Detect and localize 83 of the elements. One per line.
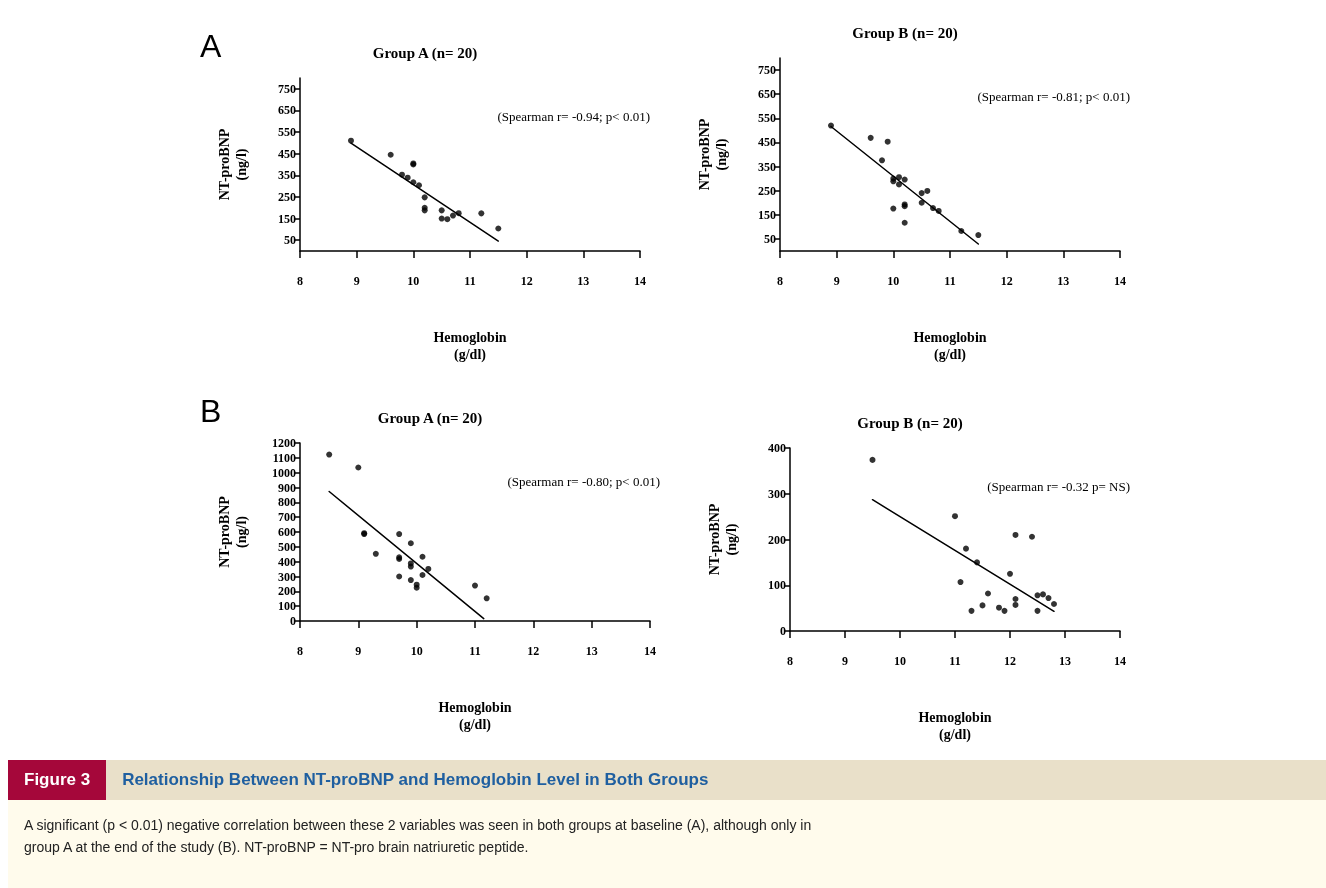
x-tick-label: 13 xyxy=(1059,654,1071,668)
y-tick-label: 800 xyxy=(278,495,296,510)
annotation: (Spearman r= -0.81; p< 0.01) xyxy=(977,89,1131,104)
y-tick-label: 50 xyxy=(284,233,296,248)
chart-title: Group B (n= 20) xyxy=(852,24,958,42)
x-tick-label: 14 xyxy=(634,274,646,288)
x-tick-label: 9 xyxy=(355,644,362,658)
x-tick-label: 10 xyxy=(410,644,423,658)
x-tick-label: 13 xyxy=(577,274,590,288)
y-tick-label: 200 xyxy=(278,584,296,599)
caption: Figure 3 xyxy=(8,760,107,800)
x-tick-label: 12 xyxy=(520,274,533,288)
x-tick-label: 14 xyxy=(1114,654,1126,668)
y-tick-label: 350 xyxy=(278,168,296,183)
chart-title: Group B (n= 20) xyxy=(857,414,963,432)
x-tick-label: 11 xyxy=(949,654,961,668)
x-tick-label: 8 xyxy=(297,644,303,658)
x-tick-label: 11 xyxy=(464,274,476,288)
y-tick-label: 100 xyxy=(278,599,296,614)
y-tick-label: 50 xyxy=(764,231,776,246)
x-tick-label: 14 xyxy=(644,644,656,658)
x-tick-label: 14 xyxy=(1114,274,1126,288)
chart-title: Group A (n= 20) xyxy=(377,409,483,427)
y-tick-label: 0 xyxy=(290,614,296,628)
y-tick-label: 550 xyxy=(278,125,296,140)
x-tick-label: 13 xyxy=(1057,274,1070,288)
y-tick-label: 150 xyxy=(758,207,776,222)
x-tick-label: 9 xyxy=(353,274,360,288)
x-tick-label: 10 xyxy=(407,274,420,288)
x-tick-label: 9 xyxy=(833,274,840,288)
y-tick-label: 450 xyxy=(278,146,296,161)
y-tick-label: 400 xyxy=(278,554,296,569)
x-tick-label: 12 xyxy=(527,644,540,658)
x-tick-label: 12 xyxy=(1000,274,1013,288)
y-tick-label: 100 xyxy=(768,578,786,593)
y-tick-label: 150 xyxy=(278,211,296,226)
y-tick-label: 650 xyxy=(758,87,776,102)
y-tick-label: 250 xyxy=(758,183,776,198)
y-tick-label: 350 xyxy=(758,159,776,174)
x-tick-label: 12 xyxy=(1004,654,1016,668)
y-tick-label: 650 xyxy=(278,103,296,118)
annotation: (Spearman r= -0.80; p< 0.01) xyxy=(507,474,661,489)
x-tick-label: 11 xyxy=(469,644,481,658)
y-tick-label: 750 xyxy=(758,63,776,78)
y-tick-label: 550 xyxy=(758,111,776,126)
y-axis-title: NT-proBNP (ng/l) xyxy=(697,118,730,191)
x-axis-title: Hemoglobin (g/dl) xyxy=(913,330,987,363)
x-tick-label: 10 xyxy=(894,654,906,668)
annotation: (Spearman r= -0.32 p= NS) xyxy=(987,479,1131,494)
y-tick-label: 450 xyxy=(758,135,776,150)
y-tick-label: 300 xyxy=(278,569,296,584)
y-axis-title: NT-proBNP (ng/l) xyxy=(707,503,740,576)
x-tick-label: 10 xyxy=(887,274,900,288)
x-tick-label: 9 xyxy=(842,654,848,668)
x-tick-label: 11 xyxy=(944,274,956,288)
y-tick-label: 750 xyxy=(278,81,296,96)
y-tick-label: 250 xyxy=(278,189,296,204)
y-tick-label: 0 xyxy=(780,624,786,638)
y-tick-label: 300 xyxy=(768,486,786,501)
chart-subtitle: A xyxy=(200,28,222,64)
text: Relationship Between NT-proBNP and Hemoglobin Level in Both Groups xyxy=(121,769,709,791)
y-tick-label: 1200 xyxy=(272,436,296,450)
x-axis-title: Hemoglobin (g/dl) xyxy=(438,700,512,733)
x-tick-label: 8 xyxy=(787,654,793,668)
x-tick-label: 8 xyxy=(777,274,783,288)
y-tick-label: 1100 xyxy=(272,450,296,465)
y-tick-label: 900 xyxy=(278,480,296,495)
y-tick-label: 600 xyxy=(278,525,296,539)
y-tick-label: 400 xyxy=(768,441,786,455)
y-tick-label: 700 xyxy=(278,510,296,525)
y-axis-title: NT-proBNP (ng/l) xyxy=(217,128,250,201)
y-axis-title: NT-proBNP (ng/l) xyxy=(217,495,250,568)
y-tick-label: 1000 xyxy=(272,465,296,480)
text: A significant (p < 0.01) negative correlation between these 2 variables was seen in both groups at baseline (A), although only in group A at the end of the study (B). NT-proBNP = NT-pro brain natriuretic peptide. xyxy=(24,816,813,857)
y-tick-label: 200 xyxy=(768,532,786,547)
chart-title: Group A (n= 20) xyxy=(372,44,478,62)
x-axis-title: Hemoglobin (g/dl) xyxy=(433,330,507,363)
x-axis-title: Hemoglobin (g/dl) xyxy=(918,710,992,743)
x-tick-label: 13 xyxy=(585,644,598,658)
chart-subtitle: B xyxy=(200,393,222,429)
annotation: (Spearman r= -0.94; p< 0.01) xyxy=(497,109,651,124)
x-tick-label: 8 xyxy=(297,274,303,288)
y-tick-label: 500 xyxy=(278,539,296,554)
